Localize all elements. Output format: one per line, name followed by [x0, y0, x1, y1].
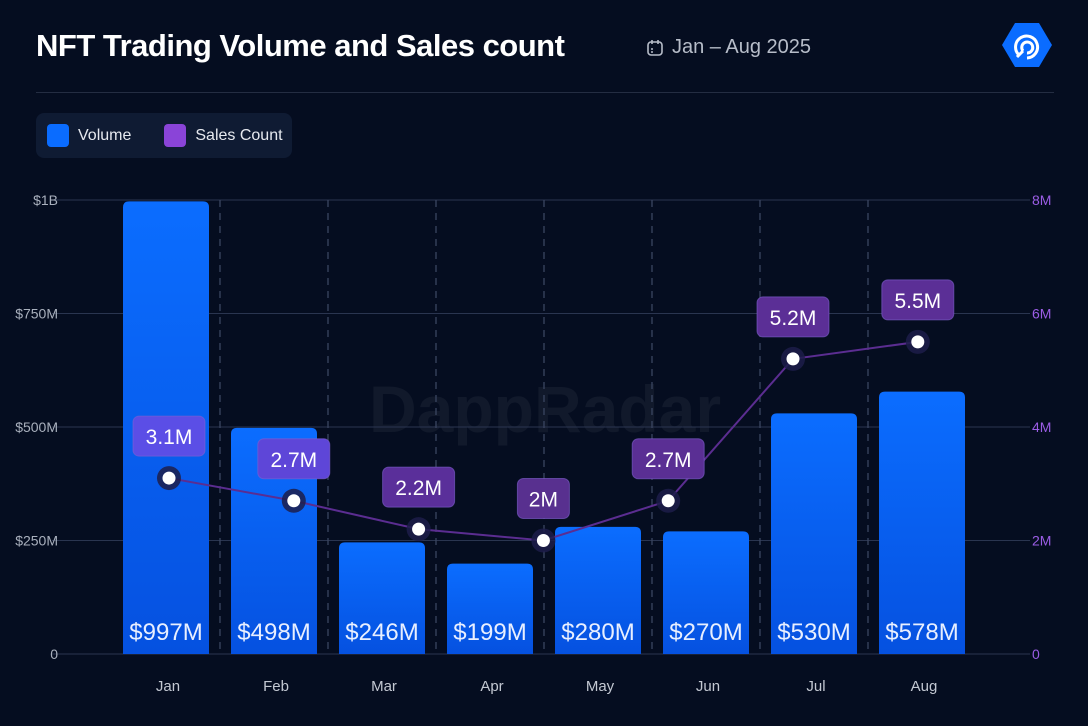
- x-tick-label: Jul: [806, 678, 825, 695]
- sales-label-box: [756, 296, 830, 338]
- x-tick-label: May: [586, 678, 615, 695]
- volume-data-label: $270M: [669, 619, 742, 646]
- y-left-tick: $1B: [33, 192, 58, 208]
- volume-data-label: $199M: [453, 619, 526, 646]
- volume-data-label: $246M: [345, 619, 418, 646]
- sales-label-box: [132, 415, 206, 457]
- sales-count-point[interactable]: [412, 522, 426, 536]
- y-left-tick: $750M: [15, 306, 58, 322]
- dappradar-logo-icon: [1002, 23, 1052, 67]
- sales-label-box: [881, 279, 955, 321]
- header-divider: [36, 92, 1054, 93]
- y-right-tick: 0: [1032, 646, 1040, 662]
- legend: Volume Sales Count: [36, 113, 292, 158]
- y-right-tick: 6M: [1032, 306, 1051, 322]
- volume-bar[interactable]: [771, 413, 857, 654]
- y-right-tick: 2M: [1032, 533, 1051, 549]
- volume-bar[interactable]: [231, 427, 317, 654]
- y-left-tick: 0: [50, 646, 58, 662]
- sales-count-data-label: 2.7M: [270, 449, 317, 472]
- sales-count-data-label: 2.7M: [645, 449, 692, 472]
- volume-data-label: $498M: [237, 619, 310, 646]
- sales-count-point[interactable]: [911, 335, 925, 349]
- chart-title: NFT Trading Volume and Sales count: [36, 28, 565, 63]
- sales-count-point[interactable]: [287, 494, 301, 508]
- date-range-text: Jan – Aug 2025: [672, 36, 812, 58]
- volume-data-label: $530M: [777, 619, 850, 646]
- sales-label-box: [257, 438, 331, 480]
- volume-data-label: $578M: [885, 619, 958, 646]
- sales-count-data-label: 5.2M: [770, 307, 817, 330]
- watermark: DappRadar: [369, 372, 721, 446]
- volume-data-label: $280M: [561, 619, 634, 646]
- legend-label: Sales Count: [195, 126, 283, 144]
- x-tick-label: Jan: [156, 678, 180, 695]
- sales-count-point[interactable]: [786, 352, 800, 366]
- x-tick-label: Mar: [371, 678, 397, 695]
- volume-bar[interactable]: [447, 563, 533, 654]
- volume-bar[interactable]: [339, 542, 425, 654]
- volume-swatch: [47, 124, 69, 147]
- volume-data-label: $997M: [129, 619, 202, 646]
- y-left-tick: $500M: [15, 419, 58, 435]
- x-tick-label: Apr: [480, 678, 503, 695]
- y-right-tick: 8M: [1032, 192, 1051, 208]
- legend-label: Volume: [78, 126, 132, 144]
- sales-count-data-label: 2.2M: [395, 477, 442, 500]
- sales-label-box: [631, 438, 705, 480]
- sales-count-data-label: 3.1M: [146, 426, 193, 449]
- calendar-icon: [647, 39, 663, 56]
- sales-count-point[interactable]: [162, 471, 176, 485]
- sales-count-swatch: [164, 124, 187, 147]
- volume-bar[interactable]: [555, 526, 641, 654]
- date-range: Jan – Aug 2025: [646, 36, 811, 59]
- volume-bar[interactable]: [663, 531, 749, 654]
- sales-count-point[interactable]: [536, 534, 550, 547]
- sales-label-box: [516, 478, 570, 519]
- y-left-tick: $250M: [15, 533, 58, 549]
- legend-item-volume[interactable]: Volume: [47, 124, 131, 147]
- sales-count-data-label: 2M: [529, 489, 558, 512]
- legend-item-sales-count[interactable]: Sales Count: [164, 124, 283, 147]
- x-tick-label: Aug: [911, 678, 938, 695]
- x-tick-label: Feb: [263, 678, 289, 695]
- sales-count-data-label: 5.5M: [894, 290, 941, 313]
- y-right-tick: 4M: [1032, 419, 1051, 435]
- sales-label-box: [382, 466, 456, 508]
- volume-bar[interactable]: [879, 391, 965, 654]
- x-tick-label: Jun: [696, 678, 720, 695]
- sales-count-point[interactable]: [661, 494, 675, 508]
